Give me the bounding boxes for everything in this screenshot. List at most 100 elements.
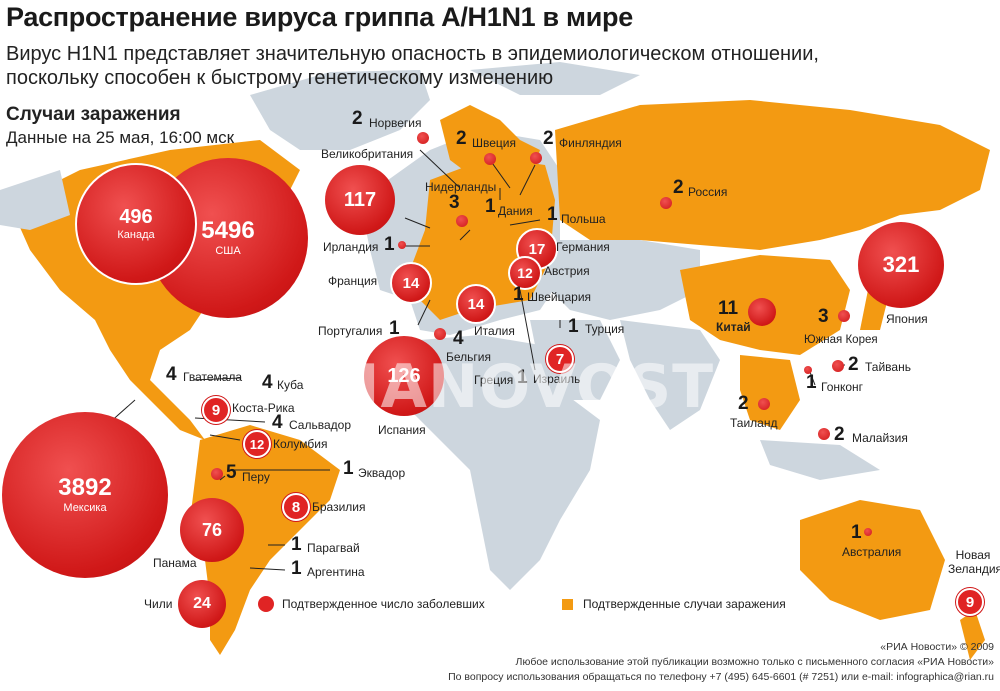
- num-greece: 1: [517, 367, 528, 388]
- bubble-japan: 321: [858, 222, 944, 308]
- legend-square-icon: [562, 599, 573, 610]
- bubble-israel: 7: [546, 345, 574, 373]
- dot-finland: [530, 152, 542, 164]
- num-guatemala: 4: [166, 364, 177, 385]
- scandinavia-shape: [440, 105, 540, 185]
- bubble-mexico-country: Мексика: [63, 501, 107, 514]
- bubble-panama-value: 76: [201, 520, 223, 540]
- dot-peru: [211, 468, 223, 480]
- label-taiwan: Тайвань: [865, 360, 911, 374]
- label-paraguay: Парагвай: [307, 541, 360, 555]
- bubble-italy: 14: [456, 284, 496, 324]
- bubble-germany-country: Германия: [556, 240, 610, 254]
- bubble-uk: 117: [325, 165, 395, 235]
- bubble-uk-country: Великобритания: [321, 147, 414, 161]
- label-ireland: Ирландия: [323, 240, 379, 254]
- bubble-usa-country: США: [215, 244, 241, 257]
- num-belgium: 4: [453, 328, 464, 349]
- dot-norway: [417, 132, 429, 144]
- bubble-spain: 126: [364, 336, 444, 416]
- num-netherlands: 3: [449, 192, 460, 213]
- bubble-austria: 12: [508, 256, 542, 290]
- bubble-colombia: 12: [243, 430, 271, 458]
- dot-hong-kong: [804, 366, 812, 374]
- russia-shape: [555, 100, 990, 250]
- num-thailand: 2: [738, 393, 749, 414]
- label-thailand: Таиланд: [730, 416, 778, 430]
- label-costa-rica: Коста-Рика: [232, 401, 295, 415]
- bubble-japan-value: 321: [882, 252, 920, 277]
- label-netherlands: Нидерланды: [425, 180, 497, 194]
- num-ecuador: 1: [343, 458, 354, 479]
- bubble-france-value: 14: [402, 274, 420, 292]
- bubble-chile-country: Чили: [144, 597, 173, 611]
- bubble-china-country: Китай: [716, 320, 751, 334]
- num-australia: 1: [851, 522, 862, 543]
- label-new-zealand: Новая Зеландия: [948, 548, 1000, 576]
- label-salvador: Сальвадор: [289, 418, 351, 432]
- greenland-shape: [250, 70, 430, 150]
- alaska-shape: [0, 170, 70, 230]
- footer-copyright: «РИА Новости» © 2009: [880, 641, 994, 653]
- num-portugal: 1: [389, 318, 400, 339]
- bubble-china-value: 11: [718, 298, 739, 319]
- label-ecuador: Эквадор: [358, 466, 406, 480]
- subtitle-line-1: Вирус H1N1 представляет значительную опа…: [6, 43, 819, 65]
- se-asia-shape: [740, 355, 800, 430]
- label-south-korea: Южная Корея: [804, 334, 878, 346]
- label-norway: Норвегия: [369, 116, 422, 130]
- label-switzerland: Швейцария: [527, 290, 592, 304]
- bubble-spain-country: Испания: [378, 423, 426, 437]
- bubble-austria-value: 12: [517, 265, 533, 281]
- bubble-italy-value: 14: [467, 295, 485, 313]
- bubble-chile-value: 24: [193, 595, 211, 612]
- page-subtitle: Вирус H1N1 представляет значительную опа…: [6, 42, 996, 90]
- label-peru: Перу: [242, 470, 270, 484]
- num-turkey: 1: [568, 316, 579, 337]
- footer-line-2: По вопросу использования обращаться по т…: [448, 671, 994, 683]
- num-peru: 5: [226, 462, 237, 483]
- num-poland: 1: [547, 204, 558, 225]
- label-argentina: Аргентина: [307, 565, 365, 579]
- label-australia: Австралия: [842, 545, 902, 559]
- bubble-france: 14: [390, 262, 432, 304]
- bubble-chile: 24: [178, 580, 226, 628]
- arctic-islands-shape: [470, 62, 640, 95]
- watermark: RIANOVOSTI: [310, 352, 738, 422]
- num-finland: 2: [543, 128, 554, 149]
- footer-line-1: Любое использование этой публикации возм…: [515, 656, 994, 668]
- dot-malaysia: [818, 428, 830, 440]
- dot-belgium: [434, 328, 446, 340]
- india-shape: [620, 320, 720, 430]
- label-denmark: Дания: [498, 204, 533, 218]
- num-norway: 2: [352, 108, 363, 129]
- num-cuba: 4: [262, 372, 273, 393]
- south-america-shape: [190, 425, 340, 655]
- bubble-mexico-value: 3892: [58, 473, 112, 501]
- dot-taiwan: [832, 360, 844, 372]
- bubble-uk-value: 117: [343, 189, 377, 211]
- label-turkey: Турция: [585, 322, 625, 336]
- label-israel: Израиль: [533, 372, 581, 386]
- label-cuba: Куба: [277, 378, 304, 392]
- australia-shape: [800, 500, 945, 620]
- num-hong-kong: 1: [806, 372, 817, 393]
- num-paraguay: 1: [291, 534, 302, 555]
- num-malaysia: 2: [834, 424, 845, 445]
- num-south-korea: 3: [818, 306, 829, 327]
- legend-bubble-icon: [258, 596, 274, 612]
- bubble-panama: 76: [180, 498, 244, 562]
- label-guatemala: Гватемала: [183, 370, 243, 384]
- bubble-canada-value: 496: [119, 205, 153, 228]
- label-colombia: Колумбия: [273, 437, 328, 451]
- subtitle-line-2: поскольку способен к быстрому генетическ…: [6, 67, 554, 89]
- dot-thailand: [758, 398, 770, 410]
- num-argentina: 1: [291, 558, 302, 579]
- dot-ireland: [398, 241, 406, 249]
- bubble-mexico: 3892 Мексика: [2, 412, 168, 578]
- num-salvador: 4: [272, 412, 283, 433]
- dot-russia: [660, 197, 672, 209]
- bubble-canada: 496 Канада: [75, 163, 197, 285]
